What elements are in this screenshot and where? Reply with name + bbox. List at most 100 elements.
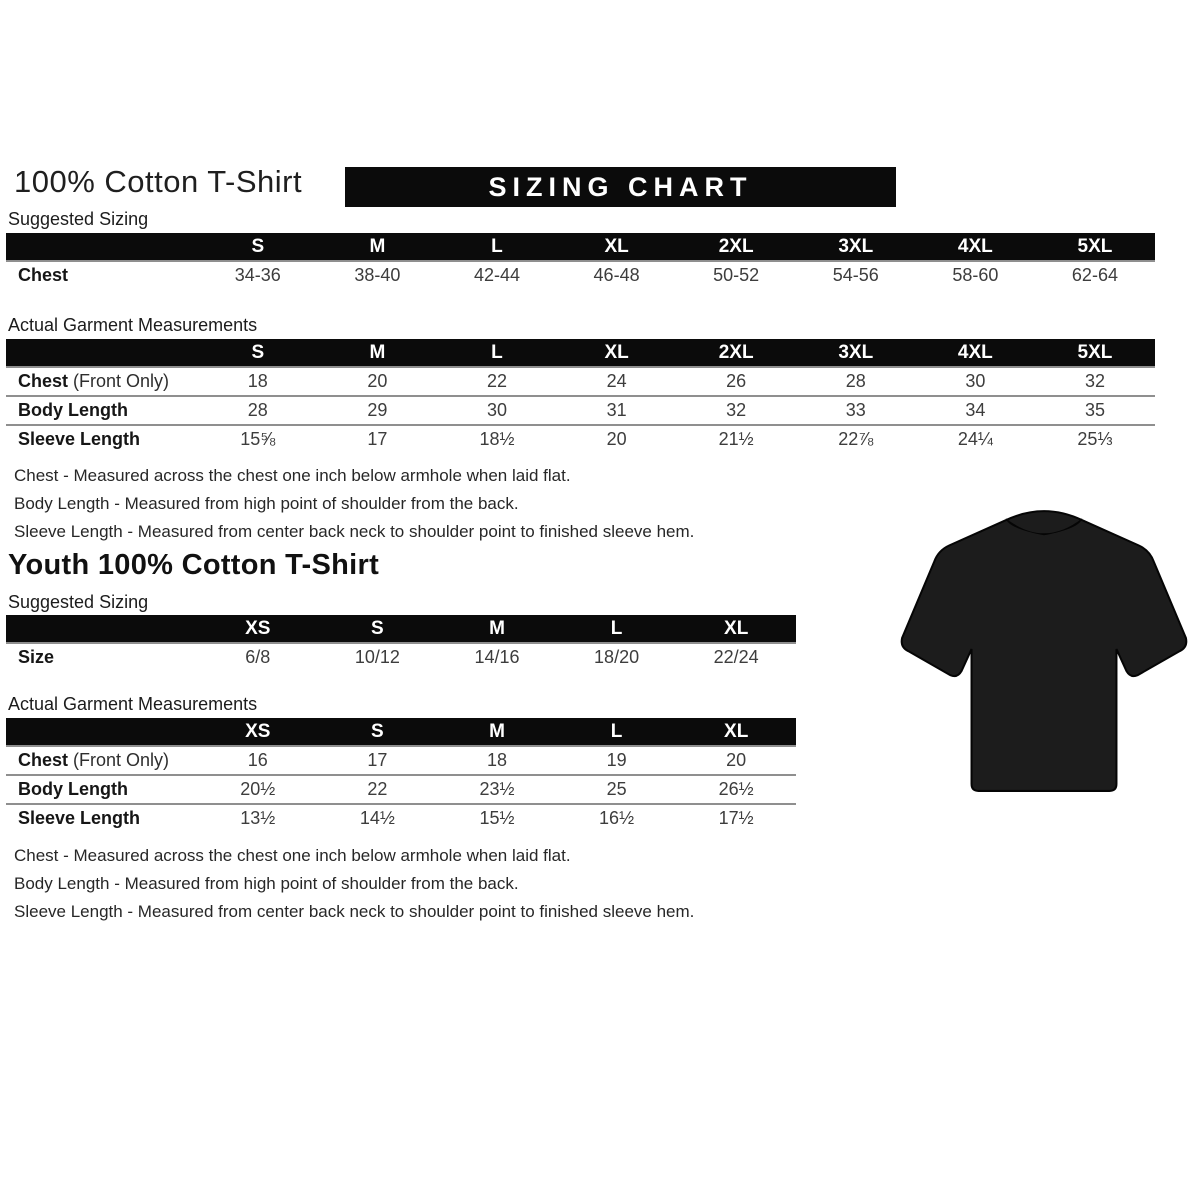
size-column-header: 3XL xyxy=(795,233,916,261)
measurement-cell: 21½ xyxy=(718,429,754,449)
size-column-header: M xyxy=(437,615,557,643)
note-line: Chest - Measured across the chest one in… xyxy=(14,846,571,865)
size-column-header: 3XL xyxy=(795,339,916,367)
sizing-chart-banner: SIZING CHART xyxy=(345,167,896,207)
adult-measurement-notes: Chest - Measured across the chest one in… xyxy=(14,462,694,546)
measurement-cell: 25 xyxy=(606,779,627,799)
row-label-header xyxy=(6,615,198,643)
measurement-cell: 18½ xyxy=(479,429,515,449)
note-line: Body Length - Measured from high point o… xyxy=(14,874,519,893)
size-column-header: XL xyxy=(556,339,677,367)
table-row: Size 6/8 10/12 14/16 18/20 22/24 xyxy=(6,643,796,671)
measurement-cell: 20 xyxy=(606,429,627,449)
measurement-cell: 38-40 xyxy=(354,265,401,285)
measurement-cell: 54-56 xyxy=(832,265,879,285)
table-row: Sleeve Length 13½ 14½ 15½ 16½ 17½ xyxy=(6,804,796,832)
youth-garment-measurements-label: Actual Garment Measurements xyxy=(8,694,258,714)
row-label: Body Length xyxy=(18,779,128,799)
measurement-cell: 25⅓ xyxy=(1077,429,1113,449)
row-label: Sleeve Length xyxy=(18,429,141,449)
size-column-header: S xyxy=(317,615,438,643)
size-column-header: XL xyxy=(676,615,796,643)
size-column-header: 4XL xyxy=(915,339,1036,367)
measurement-cell: 32 xyxy=(726,400,747,420)
measurement-cell: 20 xyxy=(367,371,388,391)
measurement-cell: 26½ xyxy=(718,779,754,799)
adult-suggested-sizing-table: S M L XL 2XL 3XL 4XL 5XL Chest 34-36 38-40 42-44 46-… xyxy=(6,233,1155,289)
youth-garment-measurements-table: XS S M L XL Chest (Front Only) 16 17 18 19 20 Body … xyxy=(6,718,796,832)
table-row: Sleeve Length 15⅝ 17 18½ 20 21½ 22⅞ 24¼ 25⅓ xyxy=(6,425,1155,453)
measurement-cell: 23½ xyxy=(479,779,515,799)
measurement-cell: 33 xyxy=(845,400,866,420)
tshirt-image xyxy=(900,510,1188,792)
measurement-cell: 24¼ xyxy=(957,429,993,449)
size-column-header: 5XL xyxy=(1035,339,1155,367)
measurement-cell: 18/20 xyxy=(594,647,640,667)
measurement-cell: 14½ xyxy=(359,808,395,828)
row-label-header xyxy=(6,718,198,746)
measurement-cell: 22 xyxy=(367,779,388,799)
banner-label: SIZING CHART xyxy=(488,171,753,202)
measurement-cell: 58-60 xyxy=(952,265,999,285)
size-column-header: XS xyxy=(198,718,318,746)
row-label-header xyxy=(6,339,198,367)
measurement-cell: 14/16 xyxy=(474,647,520,667)
measurement-cell: 6/8 xyxy=(245,647,271,667)
size-column-header: M xyxy=(317,339,438,367)
measurement-cell: 15⅝ xyxy=(240,429,276,449)
table-row: Body Length 20½ 22 23½ 25 26½ xyxy=(6,775,796,804)
row-label: Size xyxy=(18,647,55,667)
measurement-cell: 28 xyxy=(845,371,866,391)
youth-suggested-sizing-table: XS S M L XL Size 6/8 10/12 14/16 18/20 22/24 xyxy=(6,615,796,671)
size-column-header: M xyxy=(317,233,438,261)
measurement-cell: 10/12 xyxy=(354,647,400,667)
table-row: Chest (Front Only) 16 17 18 19 20 xyxy=(6,746,796,775)
measurement-cell: 22⅞ xyxy=(838,429,874,449)
measurement-cell: 22 xyxy=(486,371,507,391)
measurement-cell: 17½ xyxy=(718,808,754,828)
measurement-cell: 30 xyxy=(965,371,986,391)
size-column-header: 2XL xyxy=(676,233,796,261)
measurement-cell: 35 xyxy=(1084,400,1105,420)
row-label: Body Length xyxy=(18,400,128,420)
tshirt-body xyxy=(900,510,1188,792)
size-column-header: S xyxy=(198,233,318,261)
size-column-header: L xyxy=(437,339,557,367)
measurement-cell: 19 xyxy=(606,750,627,770)
measurement-cell: 16 xyxy=(247,750,268,770)
size-column-header: M xyxy=(437,718,557,746)
page-title: 100% Cotton T-Shirt xyxy=(14,164,303,199)
note-line: Sleeve Length - Measured from center bac… xyxy=(14,522,695,541)
measurement-cell: 15½ xyxy=(479,808,515,828)
measurement-cell: 18 xyxy=(486,750,507,770)
row-label: Sleeve Length xyxy=(18,808,141,828)
measurement-cell: 32 xyxy=(1084,371,1105,391)
row-label: Chest (Front Only) xyxy=(18,371,170,391)
size-column-header: L xyxy=(556,615,677,643)
measurement-cell: 16½ xyxy=(599,808,635,828)
measurement-cell: 26 xyxy=(726,371,747,391)
size-column-header: XS xyxy=(198,615,318,643)
adult-garment-measurements-table: S M L XL 2XL 3XL 4XL 5XL Chest (Front Only) 18 20 2… xyxy=(6,339,1155,453)
size-column-header: S xyxy=(317,718,438,746)
note-line: Chest - Measured across the chest one in… xyxy=(14,466,571,485)
measurement-cell: 17 xyxy=(367,429,388,449)
measurement-cell: 13½ xyxy=(240,808,276,828)
note-line: Body Length - Measured from high point o… xyxy=(14,494,519,513)
measurement-cell: 42-44 xyxy=(473,265,520,285)
measurement-cell: 22/24 xyxy=(713,647,759,667)
measurement-cell: 46-48 xyxy=(593,265,640,285)
size-column-header: 2XL xyxy=(676,339,796,367)
table-row: Chest 34-36 38-40 42-44 46-48 50-52 54-56 58-60… xyxy=(6,261,1155,289)
measurement-cell: 30 xyxy=(486,400,507,420)
measurement-cell: 31 xyxy=(606,400,627,420)
note-line: Sleeve Length - Measured from center bac… xyxy=(14,902,695,921)
measurement-cell: 62-64 xyxy=(1071,265,1118,285)
measurement-cell: 28 xyxy=(247,400,268,420)
table-row: Body Length 28 29 30 31 32 33 34 35 xyxy=(6,396,1155,425)
measurement-cell: 34-36 xyxy=(234,265,281,285)
row-label: Chest xyxy=(18,265,69,285)
measurement-cell: 18 xyxy=(247,371,268,391)
size-column-header: L xyxy=(556,718,677,746)
